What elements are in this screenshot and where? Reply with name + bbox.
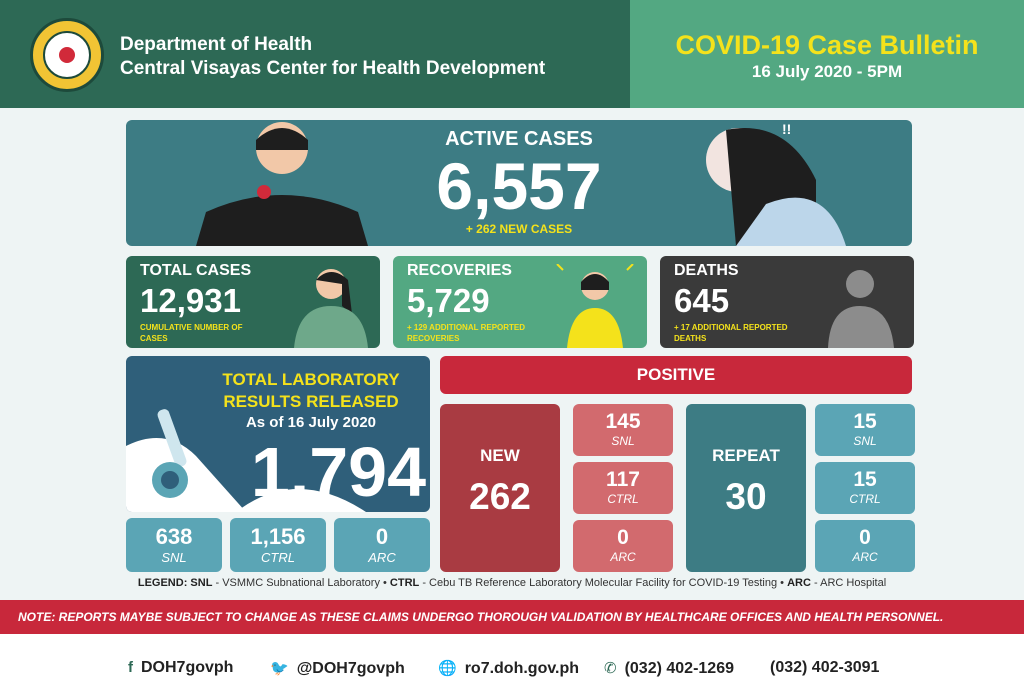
repeat-positive-value: 30	[725, 476, 767, 517]
lab-ctrl-box: 1,156 CTRL	[230, 518, 326, 572]
facebook-handle: DOH7govph	[141, 659, 234, 676]
org-subname: Central Visayas Center for Health Develo…	[120, 58, 546, 79]
legend-arc-desc: - ARC Hospital	[814, 577, 887, 589]
active-illustration: !!	[196, 121, 846, 246]
repeat-snl-box: 15 SNL	[815, 404, 915, 456]
lab-ctrl-value: 1,156	[250, 524, 306, 549]
lab-ctrl-label: CTRL	[261, 550, 295, 565]
phone-contact-2[interactable]: (032) 402-3091	[770, 659, 879, 677]
new-ctrl-value: 117	[606, 468, 640, 491]
legend-ctrl-key: CTRL	[389, 577, 420, 589]
lab-arc-label: ARC	[368, 550, 396, 565]
recoveries-sub: + 129 ADDITIONAL REPORTED RECOVERIES	[407, 323, 526, 343]
deaths-sub: + 17 ADDITIONAL REPORTED DEATHS	[674, 323, 788, 343]
lab-snl-value: 638	[155, 524, 193, 549]
new-cases-note: + 262 NEW CASES	[465, 222, 573, 236]
new-snl-box: 145 SNL	[573, 404, 673, 456]
repeat-ctrl-label: CTRL	[849, 492, 881, 506]
repeat-ctrl-value: 15	[853, 468, 877, 491]
active-cases-value: 6,557	[436, 149, 602, 223]
twitter-link[interactable]: 🐦 @DOH7govph	[270, 659, 405, 678]
recovered-person-illustration	[556, 264, 634, 348]
person-illustration	[294, 269, 368, 348]
new-positive-value: 262	[469, 476, 531, 517]
active-cases-panel: !! ACTIVE CASES 6,557 + 262 NEW CASES	[126, 120, 912, 246]
total-cases-sub: CUMULATIVE NUMBER OF CASES	[140, 323, 243, 343]
positive-header: POSITIVE	[440, 356, 912, 394]
org-name: Department of Health	[120, 34, 313, 55]
lab-snl-label: SNL	[161, 550, 187, 565]
total-cases-value: 12,931	[140, 282, 241, 319]
deaths-card: DEATHS 645 + 17 ADDITIONAL REPORTED DEAT…	[660, 256, 914, 348]
website-url: ro7.doh.gov.ph	[464, 660, 580, 677]
legend-prefix: LEGEND:	[137, 577, 188, 589]
legend-snl-desc: - VSMMC Subnational Laboratory	[215, 577, 380, 589]
twitter-icon: 🐦	[270, 660, 289, 677]
phone-number-2: (032) 402-3091	[770, 659, 880, 676]
repeat-positive-label: REPEAT	[712, 446, 780, 465]
repeat-snl-value: 15	[853, 410, 877, 433]
repeat-arc-value: 0	[859, 526, 871, 549]
facebook-link[interactable]: f DOH7govph	[128, 659, 233, 677]
lab-arc-box: 0 ARC	[334, 518, 430, 572]
recoveries-value: 5,729	[407, 282, 490, 319]
new-snl-value: 145	[605, 410, 641, 433]
legend-ctrl-desc: - Cebu TB Reference Laboratory Molecular…	[422, 577, 778, 589]
new-snl-label: SNL	[611, 434, 635, 448]
lab-arc-value: 0	[375, 524, 389, 549]
repeat-positive-box: REPEAT 30	[686, 404, 806, 572]
lab-results-value: 1,794	[250, 433, 426, 511]
repeat-arc-box: 0 ARC	[815, 520, 915, 572]
lab-title-line2: RESULTS RELEASED	[223, 392, 399, 411]
new-arc-label: ARC	[610, 550, 636, 564]
bulletin-title: COVID-19 Case Bulletin	[675, 30, 979, 60]
new-ctrl-box: 117 CTRL	[573, 462, 673, 514]
new-arc-value: 0	[617, 526, 629, 549]
lab-title-line1: TOTAL LABORATORY	[222, 370, 400, 389]
svg-text:!!: !!	[782, 121, 791, 137]
header-title-panel	[630, 0, 1024, 108]
recoveries-label: RECOVERIES	[407, 262, 512, 279]
repeat-ctrl-box: 15 CTRL	[815, 462, 915, 514]
doh-seal-logo	[30, 18, 104, 92]
new-ctrl-label: CTRL	[607, 492, 639, 506]
footer	[0, 634, 1024, 696]
globe-icon: 🌐	[438, 660, 457, 677]
deaths-value: 645	[674, 282, 730, 319]
total-cases-label: TOTAL CASES	[140, 262, 252, 279]
twitter-handle: @DOH7govph	[296, 660, 405, 677]
legend-arc-key: ARC	[787, 577, 811, 589]
legend-snl-key: SNL	[190, 577, 213, 589]
lab-as-of: As of 16 July 2020	[245, 414, 377, 431]
deaths-label: DEATHS	[674, 262, 739, 279]
phone-number-1: (032) 402-1269	[624, 660, 734, 677]
repeat-arc-label: ARC	[852, 550, 878, 564]
facebook-icon: f	[128, 659, 133, 676]
disclaimer-note: NOTE: REPORTS MAYBE SUBJECT TO CHANGE AS…	[0, 600, 1024, 634]
repeat-snl-label: SNL	[853, 434, 877, 448]
new-arc-box: 0 ARC	[573, 520, 673, 572]
header-bar	[0, 0, 630, 108]
phone-contact[interactable]: ✆ (032) 402-1269	[604, 659, 734, 678]
bulletin-date: 16 July 2020 - 5PM	[751, 62, 903, 81]
deceased-person-illustration	[828, 270, 894, 348]
active-cases-label: ACTIVE CASES	[445, 128, 593, 150]
new-positive-box: NEW 262	[440, 404, 560, 572]
website-link[interactable]: 🌐 ro7.doh.gov.ph	[438, 659, 579, 678]
recoveries-card: RECOVERIES 5,729 + 129 ADDITIONAL REPORT…	[393, 256, 647, 348]
legend: LEGEND: SNL - VSMMC Subnational Laborato…	[137, 577, 887, 589]
new-positive-label: NEW	[480, 446, 520, 465]
total-cases-card: TOTAL CASES 12,931 CUMULATIVE NUMBER OF …	[126, 256, 380, 348]
lab-results-panel: TOTAL LABORATORY RESULTS RELEASED As of …	[126, 356, 430, 512]
test-tube-illustration	[126, 409, 366, 512]
phone-icon: ✆	[604, 660, 617, 677]
lab-snl-box: 638 SNL	[126, 518, 222, 572]
